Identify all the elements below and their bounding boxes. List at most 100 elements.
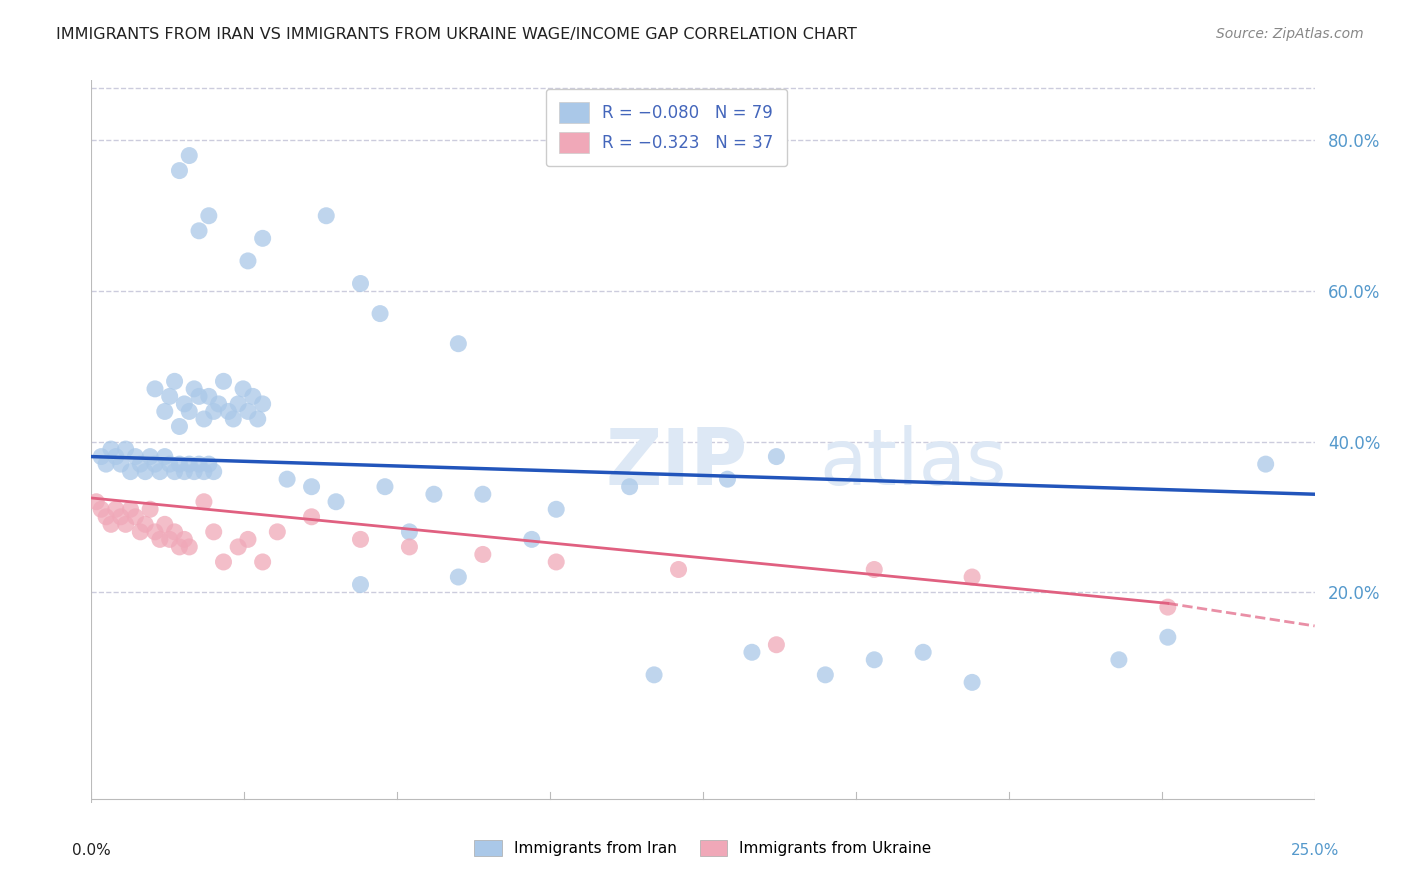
Point [149,465,172,479]
Point [423,487,446,501]
Point [349,577,371,591]
Text: Source: ZipAtlas.com: Source: ZipAtlas.com [1216,27,1364,41]
Text: 0.0%: 0.0% [72,843,111,858]
Point [960,675,983,690]
Point [236,253,259,268]
Point [252,397,274,411]
Text: atlas: atlas [820,425,1007,501]
Point [960,570,983,584]
Point [242,389,264,403]
Point [276,472,298,486]
Point [546,502,568,516]
Point [212,375,235,389]
Point [183,465,205,479]
Point [114,442,136,456]
Point [1157,600,1180,615]
Point [94,457,117,471]
Point [173,465,195,479]
Point [246,412,269,426]
Point [198,457,221,471]
Point [863,653,886,667]
Point [169,419,191,434]
Point [159,457,181,471]
Point [183,382,205,396]
Point [153,450,176,464]
Point [471,548,494,562]
Point [349,533,371,547]
Point [471,487,494,501]
Point [207,397,229,411]
Point [179,148,201,162]
Point [198,209,221,223]
Point [188,224,211,238]
Point [198,389,221,403]
Point [202,524,225,539]
Legend: Immigrants from Iran, Immigrants from Ukraine: Immigrants from Iran, Immigrants from Uk… [468,834,938,862]
Point [236,404,259,418]
Point [179,457,201,471]
Point [193,412,215,426]
Point [100,517,122,532]
Point [179,404,201,418]
Point [120,502,142,516]
Point [120,465,142,479]
Point [90,502,112,516]
Point [374,480,396,494]
Legend: R = −0.080   N = 79, R = −0.323   N = 37: R = −0.080 N = 79, R = −0.323 N = 37 [546,88,787,167]
Point [124,509,146,524]
Point [202,404,225,418]
Point [212,555,235,569]
Point [169,457,191,471]
Point [193,465,215,479]
Point [188,457,211,471]
Point [301,480,323,494]
Point [398,524,420,539]
Point [349,277,371,291]
Point [1157,630,1180,644]
Point [716,472,738,486]
Point [741,645,763,659]
Point [765,638,787,652]
Point [124,450,146,464]
Point [153,517,176,532]
Point [398,540,420,554]
Point [252,231,274,245]
Point [222,412,245,426]
Point [252,555,274,569]
Point [765,450,787,464]
Point [163,465,186,479]
Point [143,382,166,396]
Point [110,509,132,524]
Point [143,524,166,539]
Point [619,480,641,494]
Point [863,562,886,576]
Point [1254,457,1277,471]
Point [368,307,391,321]
Point [169,163,191,178]
Point [153,404,176,418]
Point [84,494,107,508]
Point [266,524,288,539]
Point [90,450,112,464]
Point [104,502,127,516]
Point [134,465,156,479]
Point [134,517,156,532]
Point [104,450,127,464]
Point [159,389,181,403]
Point [129,524,152,539]
Point [159,533,181,547]
Point [325,494,347,508]
Point [193,494,215,508]
Point [202,465,225,479]
Point [232,382,254,396]
Point [129,457,152,471]
Point [173,533,195,547]
Point [188,389,211,403]
Text: ZIP: ZIP [605,425,748,501]
Point [236,533,259,547]
Point [447,570,470,584]
Point [139,502,162,516]
Point [447,336,470,351]
Point [643,668,665,682]
Point [315,209,337,223]
